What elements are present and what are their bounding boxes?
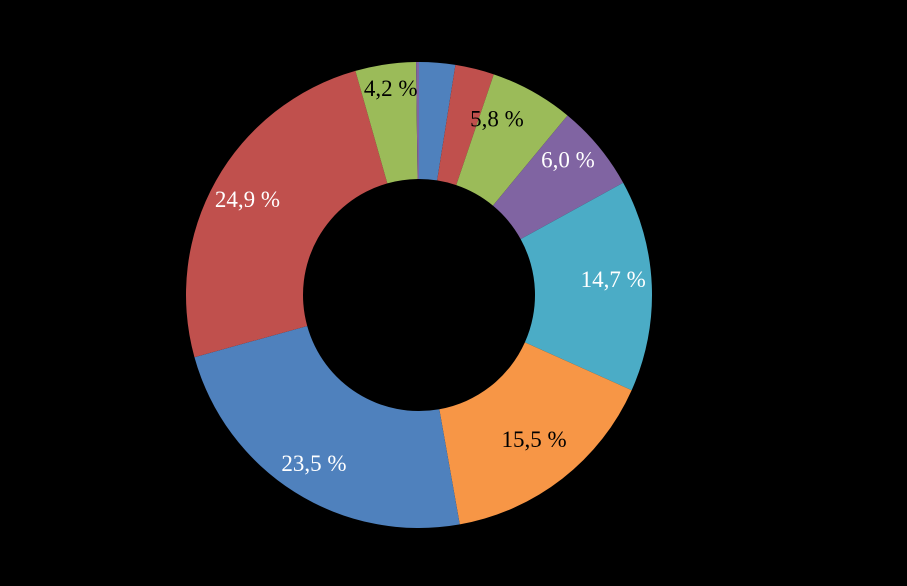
svg-text:24,9 %: 24,9 % bbox=[215, 187, 280, 212]
svg-text:23,5 %: 23,5 % bbox=[281, 451, 346, 476]
svg-text:5,8 %: 5,8 % bbox=[470, 106, 524, 131]
svg-text:6,0 %: 6,0 % bbox=[541, 148, 595, 173]
svg-text:4,2 %: 4,2 % bbox=[364, 76, 418, 101]
svg-text:15,5 %: 15,5 % bbox=[502, 427, 567, 452]
svg-text:14,7 %: 14,7 % bbox=[581, 267, 646, 292]
